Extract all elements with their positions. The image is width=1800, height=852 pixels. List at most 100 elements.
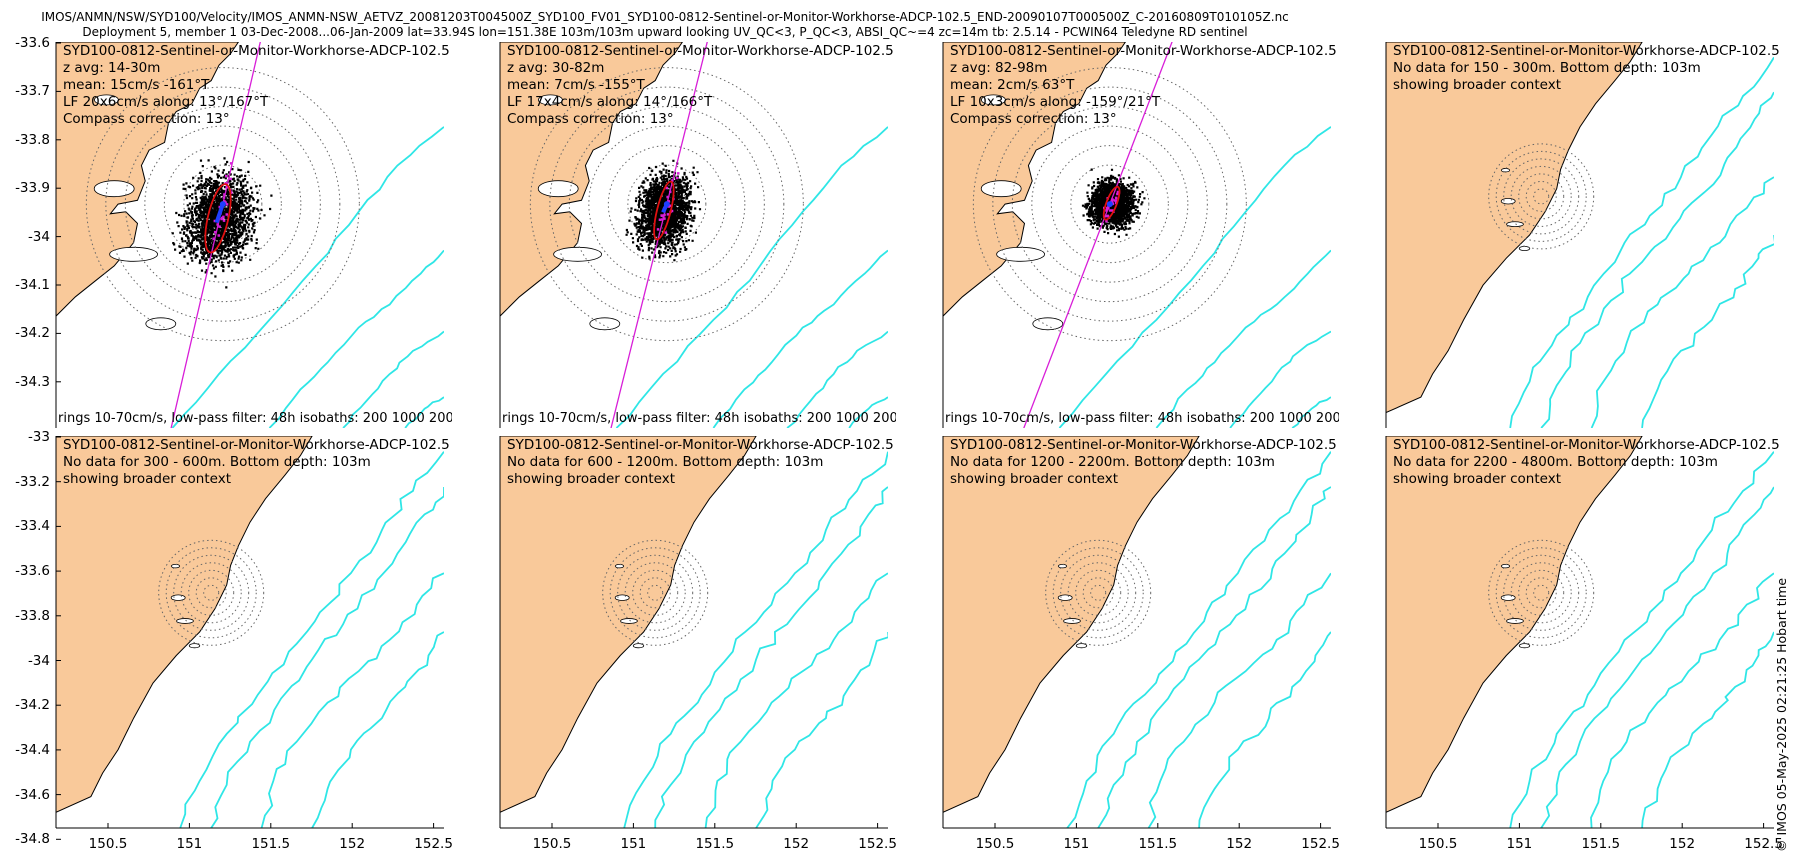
isobath-line-1 bbox=[1509, 56, 1774, 428]
panel-text-line: SYD100-0812-Sentinel-or-Monitor-Workhors… bbox=[1393, 43, 1780, 59]
x-tick-label: 152 bbox=[1669, 836, 1696, 852]
land-mass bbox=[500, 42, 684, 428]
y-tick-label: -34.2 bbox=[15, 325, 50, 342]
x-tick-label: 152.5 bbox=[414, 836, 453, 852]
speed-ring-20 bbox=[1525, 577, 1557, 609]
isobath-line-1 bbox=[623, 451, 888, 828]
panel-text-line: showing broader context bbox=[1393, 77, 1562, 93]
isobath-line-2 bbox=[654, 486, 888, 828]
y-tick-label: -33 bbox=[27, 429, 50, 445]
y-tick-label: -34.2 bbox=[15, 697, 50, 714]
variance-ellipse bbox=[653, 180, 675, 241]
speed-ring-10 bbox=[1090, 584, 1107, 601]
isobath-line-2 bbox=[1540, 91, 1774, 428]
speed-ring-70 bbox=[602, 539, 709, 646]
panel-text-line: SYD100-0812-Sentinel-or-Monitor-Workhors… bbox=[63, 437, 450, 453]
y-tick-label: -34 bbox=[27, 228, 50, 245]
estuary-1 bbox=[176, 618, 194, 624]
y-tick-label: -34 bbox=[27, 652, 50, 669]
panel-text-line: No data for 150 - 300m. Bottom depth: 10… bbox=[1393, 60, 1701, 76]
panel-text-line: z avg: 82-98m bbox=[950, 60, 1048, 76]
speed-ring-50 bbox=[1503, 554, 1580, 631]
estuary-0 bbox=[980, 180, 1022, 198]
speed-ring-40 bbox=[180, 562, 242, 624]
y-tick-label: -33.8 bbox=[15, 131, 50, 148]
estuary-3 bbox=[1500, 563, 1511, 569]
isobath-line-3 bbox=[704, 572, 888, 828]
y-tick-label: -33.8 bbox=[15, 607, 50, 624]
panel-map-layer bbox=[500, 42, 888, 428]
speed-ring-20 bbox=[195, 577, 227, 609]
isobath-line-2 bbox=[268, 249, 444, 428]
panel-text-line: showing broader context bbox=[950, 471, 1119, 487]
panel-text-line: showing broader context bbox=[1393, 471, 1562, 487]
timestamp-label: © IMOS 05-May-2025 02:21:25 Hobart time bbox=[1774, 577, 1789, 852]
isobath-line-3 bbox=[786, 330, 888, 428]
speed-ring-30 bbox=[1518, 569, 1565, 616]
x-tick-label: 152 bbox=[339, 836, 366, 852]
panel-text-line: Compass correction: 13° bbox=[507, 111, 674, 127]
mean-current-arrow bbox=[214, 203, 225, 224]
land-mass bbox=[1386, 42, 1643, 428]
panel-text-line: No data for 2200 - 4800m. Bottom depth: … bbox=[1393, 454, 1718, 470]
speed-ring-60 bbox=[1052, 547, 1144, 639]
speed-ring-30 bbox=[188, 569, 235, 616]
estuary-0 bbox=[170, 594, 186, 601]
isobath-line-3 bbox=[260, 572, 444, 828]
estuary-2 bbox=[589, 317, 621, 331]
isobath-line-3 bbox=[1147, 572, 1331, 828]
panel-text-line: SYD100-0812-Sentinel-or-Monitor-Workhors… bbox=[507, 437, 894, 453]
speed-ring-50 bbox=[124, 106, 321, 303]
panel-map-layer bbox=[1386, 42, 1774, 428]
speed-ring-40 bbox=[588, 125, 746, 283]
estuary-3 bbox=[1057, 563, 1068, 569]
y-tick-label: -33.2 bbox=[15, 473, 50, 490]
isobath-line-4 bbox=[1291, 396, 1331, 428]
panel-text-line: No data for 300 - 600m. Bottom depth: 10… bbox=[63, 454, 371, 470]
estuary-3 bbox=[1500, 168, 1511, 173]
speed-ring-20 bbox=[1070, 164, 1150, 244]
y-tick-label: -34.6 bbox=[15, 786, 50, 803]
speed-ring-30 bbox=[632, 569, 679, 616]
low-pass-points bbox=[656, 172, 680, 234]
panel-depth-2200-4800m bbox=[1385, 436, 1774, 829]
isobath-line-1 bbox=[171, 126, 444, 428]
speed-ring-10 bbox=[1533, 584, 1550, 601]
isobath-line-4 bbox=[1641, 235, 1774, 428]
panel-depth-14-30m bbox=[55, 42, 444, 428]
panel-text-line: SYD100-0812-Sentinel-or-Monitor-Workhors… bbox=[950, 43, 1337, 59]
variance-ellipse bbox=[1102, 185, 1121, 221]
estuary-3 bbox=[614, 563, 625, 569]
y-tick-label: -33.9 bbox=[15, 180, 50, 197]
panel-text-line: showing broader context bbox=[507, 471, 676, 487]
y-tick-label: -34.3 bbox=[15, 373, 50, 390]
speed-ring-40 bbox=[624, 562, 686, 624]
speed-ring-40 bbox=[144, 125, 302, 283]
panel-text-line: LF 10x3cm/s along: -159°/21°T bbox=[950, 94, 1161, 110]
panel-map-layer bbox=[56, 436, 444, 828]
y-tick-label: -34.4 bbox=[15, 741, 50, 758]
x-tick-label: 151 bbox=[176, 836, 203, 852]
x-tick-label: 151 bbox=[1506, 836, 1533, 852]
speed-ring-10 bbox=[647, 584, 664, 601]
panel-text-line: LF 20x6cm/s along: 13°/167°T bbox=[63, 94, 269, 110]
x-tick-label: 152 bbox=[1226, 836, 1253, 852]
x-tick-label: 150.5 bbox=[1418, 836, 1458, 852]
land-mass bbox=[943, 42, 1127, 428]
speed-ring-50 bbox=[1503, 158, 1580, 235]
panel-text-line: LF 17x4cm/s along: 14°/166°T bbox=[507, 94, 713, 110]
x-tick-label: 150.5 bbox=[88, 836, 128, 852]
isobath-line-2 bbox=[1155, 249, 1331, 428]
estuary-1 bbox=[109, 246, 159, 262]
isobath-line-2 bbox=[712, 249, 888, 428]
panel-depth-150-300m bbox=[1385, 42, 1774, 428]
isobath-line-4 bbox=[1198, 631, 1331, 828]
estuary-2 bbox=[1032, 317, 1064, 331]
panel-text-line: SYD100-0812-Sentinel-or-Monitor-Workhors… bbox=[950, 437, 1337, 453]
panel-text-line: No data for 600 - 1200m. Bottom depth: 1… bbox=[507, 454, 824, 470]
estuary-2 bbox=[1518, 643, 1531, 649]
y-tick-label: -34.1 bbox=[15, 277, 50, 293]
mooring-location bbox=[663, 201, 670, 208]
estuary-3 bbox=[170, 563, 181, 569]
